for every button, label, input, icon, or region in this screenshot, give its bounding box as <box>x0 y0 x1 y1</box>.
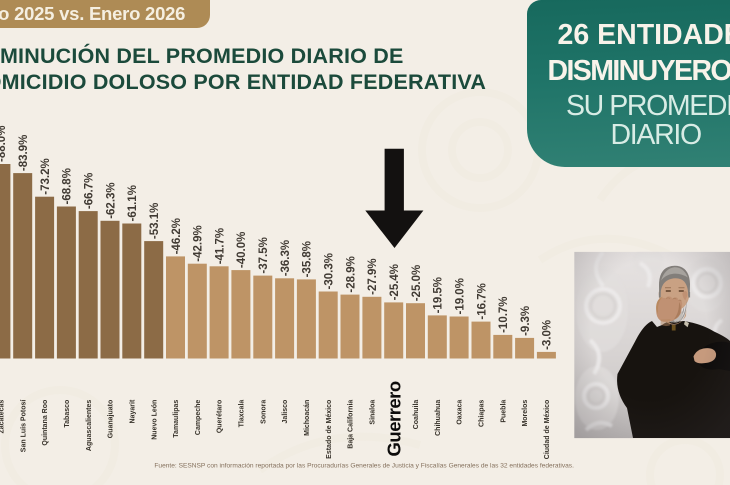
svg-text:-16.7%: -16.7% <box>476 283 488 319</box>
svg-text:-88.0%: -88.0% <box>0 126 8 162</box>
svg-text:-61.1%: -61.1% <box>127 185 139 221</box>
svg-text:Querétaro: Querétaro <box>217 400 224 433</box>
svg-text:Baja California: Baja California <box>348 400 355 449</box>
svg-text:-73.2%: -73.2% <box>40 158 52 194</box>
svg-text:Chiapas: Chiapas <box>479 400 486 427</box>
svg-text:Chihuahua: Chihuahua <box>435 400 442 436</box>
svg-text:Tlaxcala: Tlaxcala <box>239 400 246 428</box>
svg-text:Fuente: SESNSP con información: Fuente: SESNSP con información reportada… <box>154 463 574 470</box>
svg-text:Jalisco: Jalisco <box>282 400 289 424</box>
svg-text:Sonora: Sonora <box>260 400 267 424</box>
svg-text:-36.3%: -36.3% <box>280 240 292 276</box>
svg-text:Quintana Roo: Quintana Roo <box>42 400 49 446</box>
svg-text:-66.7%: -66.7% <box>84 173 96 209</box>
svg-text:-42.9%: -42.9% <box>193 225 205 261</box>
svg-text:-35.8%: -35.8% <box>302 241 314 277</box>
svg-text:Aguascalientes: Aguascalientes <box>86 400 93 451</box>
svg-text:Ciudad de México: Ciudad de México <box>544 400 551 460</box>
svg-text:-46.2%: -46.2% <box>171 218 183 254</box>
svg-text:Tabasco: Tabasco <box>64 400 71 428</box>
svg-text:-62.3%: -62.3% <box>105 182 117 218</box>
svg-text:Nuevo León: Nuevo León <box>151 400 158 440</box>
svg-text:Guanajuato: Guanajuato <box>108 400 115 439</box>
svg-text:-19.0%: -19.0% <box>454 278 466 314</box>
svg-text:Campeche: Campeche <box>195 400 202 436</box>
svg-text:-37.5%: -37.5% <box>258 237 270 273</box>
svg-text:-9.3%: -9.3% <box>520 306 532 336</box>
svg-text:Oaxaca: Oaxaca <box>457 400 464 425</box>
svg-text:-40.0%: -40.0% <box>236 232 248 268</box>
svg-text:Coahuila: Coahuila <box>413 400 420 430</box>
svg-text:-41.7%: -41.7% <box>214 228 226 264</box>
svg-text:-28.9%: -28.9% <box>345 256 357 292</box>
svg-text:Guerrero: Guerrero <box>384 381 405 456</box>
svg-text:San Luis Potosí: San Luis Potosí <box>20 399 27 453</box>
svg-text:-25.0%: -25.0% <box>411 265 423 301</box>
svg-text:-27.9%: -27.9% <box>367 258 379 294</box>
svg-text:-19.5%: -19.5% <box>433 277 445 313</box>
svg-text:-53.1%: -53.1% <box>149 203 161 239</box>
svg-text:Puebla: Puebla <box>500 400 507 423</box>
svg-text:Tamaulipas: Tamaulipas <box>173 400 180 438</box>
svg-text:Michoacán: Michoacán <box>304 400 311 436</box>
svg-text:-68.8%: -68.8% <box>62 168 74 204</box>
svg-text:-25.4%: -25.4% <box>389 264 401 300</box>
svg-text:Morelos: Morelos <box>522 400 529 427</box>
svg-text:-83.9%: -83.9% <box>18 135 30 171</box>
svg-text:-10.7%: -10.7% <box>498 296 510 332</box>
svg-text:Sinaloa: Sinaloa <box>370 400 377 425</box>
svg-text:Zacatecas: Zacatecas <box>0 400 6 434</box>
svg-text:-3.0%: -3.0% <box>542 320 554 350</box>
svg-text:Nayarit: Nayarit <box>129 399 136 423</box>
svg-text:-30.3%: -30.3% <box>324 253 336 289</box>
svg-text:Estado de México: Estado de México <box>326 400 333 459</box>
